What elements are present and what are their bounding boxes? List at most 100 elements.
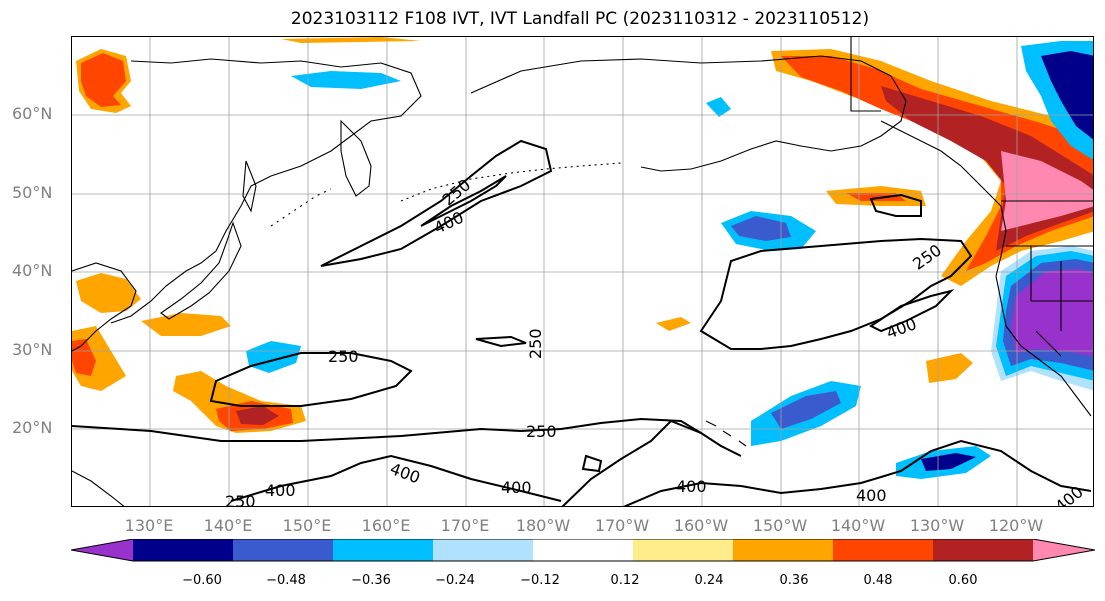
lon-label-130e: 130°E xyxy=(124,516,174,535)
contour-400-south-west xyxy=(230,454,562,502)
colorbar-segment xyxy=(233,539,334,561)
contour-250-northeast-pacific xyxy=(699,237,973,350)
contour-250-subtropical-band xyxy=(72,417,742,457)
contour-label: 250 xyxy=(225,492,256,507)
fill-orange-arctic-top xyxy=(281,37,421,43)
fill-red-140w-50n xyxy=(846,193,906,201)
lat-label-60n: 60°N xyxy=(12,104,53,123)
contour-label: 400 xyxy=(856,486,887,505)
coast-us-west xyxy=(995,275,1092,417)
lon-label-140e: 140°E xyxy=(203,516,253,535)
coast-kuril-islands xyxy=(270,188,332,227)
us-state-borders xyxy=(1006,245,1093,357)
fill-firebrick-subtropical-west xyxy=(236,406,279,425)
coast-sakhalin xyxy=(242,160,257,213)
contour-250-near-ivory xyxy=(581,454,603,473)
colorbar-segment xyxy=(333,539,434,561)
lon-label-160w: 160°W xyxy=(673,516,729,535)
ivt-anomaly-fills xyxy=(72,37,1093,479)
contour-250-170w-small xyxy=(475,335,527,348)
colorbar-segment xyxy=(71,539,133,561)
contour-label: 400 xyxy=(501,478,532,497)
colorbar-tick: −0.48 xyxy=(266,573,306,588)
lat-label-30n: 30°N xyxy=(12,340,53,359)
contour-250-subtropical-west xyxy=(209,352,413,407)
lat-label-40n: 40°N xyxy=(12,261,53,280)
contour-250-aleutian-jet xyxy=(320,139,553,267)
coast-aleutians xyxy=(400,162,622,202)
contour-label: 400 xyxy=(676,477,707,496)
fill-orange-mid-pacific xyxy=(926,353,973,383)
contour-label: 400 xyxy=(1051,482,1087,507)
contour-label: 400 xyxy=(265,481,296,500)
coast-siberia xyxy=(110,58,422,324)
map-panel: 250 400 250 400 250 250 400 250 400 400 … xyxy=(71,36,1094,507)
coast-alaska xyxy=(470,55,907,172)
colorbar-segment xyxy=(1033,539,1095,561)
contour-label: 250 xyxy=(439,175,475,209)
contour-400-140w-north xyxy=(869,193,922,217)
coastlines xyxy=(72,37,1093,506)
colorbar-segment xyxy=(733,539,834,561)
coast-philippines xyxy=(72,470,125,506)
lon-label-130w: 130°W xyxy=(909,516,965,535)
coast-bc xyxy=(880,120,1007,277)
colorbar-tick: 0.48 xyxy=(863,573,893,588)
lon-label-180w: 180°W xyxy=(515,516,571,535)
fill-navy-subtropical-130w xyxy=(921,453,976,471)
colorbar-tick: 0.24 xyxy=(694,573,724,588)
contour-label: 250 xyxy=(526,328,545,359)
colorbar-segment xyxy=(933,539,1034,561)
coast-japan xyxy=(160,221,242,320)
contour-400-aleutian-jet xyxy=(420,175,507,227)
lat-label-50n: 50°N xyxy=(12,183,53,202)
contour-label: 250 xyxy=(328,347,359,366)
colorbar-segment xyxy=(633,539,734,561)
lon-label-170w: 170°W xyxy=(594,516,650,535)
lat-label-20n: 20°N xyxy=(12,418,53,437)
colorbar-segment xyxy=(433,539,534,561)
lon-label-140w: 140°W xyxy=(830,516,886,535)
colorbar-tick: −0.24 xyxy=(435,573,475,588)
lon-label-120w: 120°W xyxy=(988,516,1044,535)
coast-canada-border xyxy=(850,37,881,112)
colorbar-segment xyxy=(133,539,234,561)
colorbar-tick: 0.60 xyxy=(948,573,978,588)
colorbar-tick: −0.60 xyxy=(182,573,222,588)
fill-red-siberia xyxy=(81,53,126,107)
fill-orange-165w xyxy=(656,317,691,331)
fill-navy-northern-canada xyxy=(1041,51,1093,140)
map-canvas: 250 400 250 400 250 250 400 250 400 400 … xyxy=(72,37,1093,507)
contour-label: 250 xyxy=(526,422,557,441)
colorbar-segment xyxy=(533,539,634,561)
lon-label-160e: 160°E xyxy=(361,516,411,535)
colorbar-outline xyxy=(71,539,1095,562)
ivt-contours xyxy=(72,139,1092,506)
colorbar xyxy=(71,539,1095,562)
lon-label-170e: 170°E xyxy=(440,516,490,535)
fill-orange-okinawa xyxy=(141,313,231,336)
coast-kamchatka xyxy=(340,119,372,197)
lon-label-150w: 150°W xyxy=(752,516,808,535)
figure-title: 2023103112 F108 IVT, IVT Landfall PC (20… xyxy=(290,9,870,29)
fill-royalblue-subtropical-150w xyxy=(771,391,841,429)
colorbar-tick: 0.12 xyxy=(610,573,640,588)
colorbar-tick: 0.36 xyxy=(779,573,809,588)
fill-blue-western-pacific xyxy=(246,341,301,373)
contour-400-northeast-pacific xyxy=(869,289,955,333)
coast-hawaii xyxy=(705,420,747,447)
graticule xyxy=(72,37,1093,506)
contour-label: 400 xyxy=(884,314,919,342)
fill-royalblue-central-pacific xyxy=(731,216,791,241)
coast-korea-china xyxy=(72,262,137,352)
contour-250-south-east xyxy=(561,419,702,506)
fill-blue-alaska-spot xyxy=(706,97,731,117)
contour-label: 400 xyxy=(431,208,467,238)
lon-label-150e: 150°E xyxy=(282,516,332,535)
fill-pink-bc-coast xyxy=(1001,151,1093,231)
fill-orange-japan xyxy=(76,273,141,313)
colorbar-segment xyxy=(833,539,934,561)
colorbar-tick: −0.36 xyxy=(351,573,391,588)
contour-label: 250 xyxy=(909,241,945,274)
contour-400-south-east xyxy=(623,439,1092,506)
